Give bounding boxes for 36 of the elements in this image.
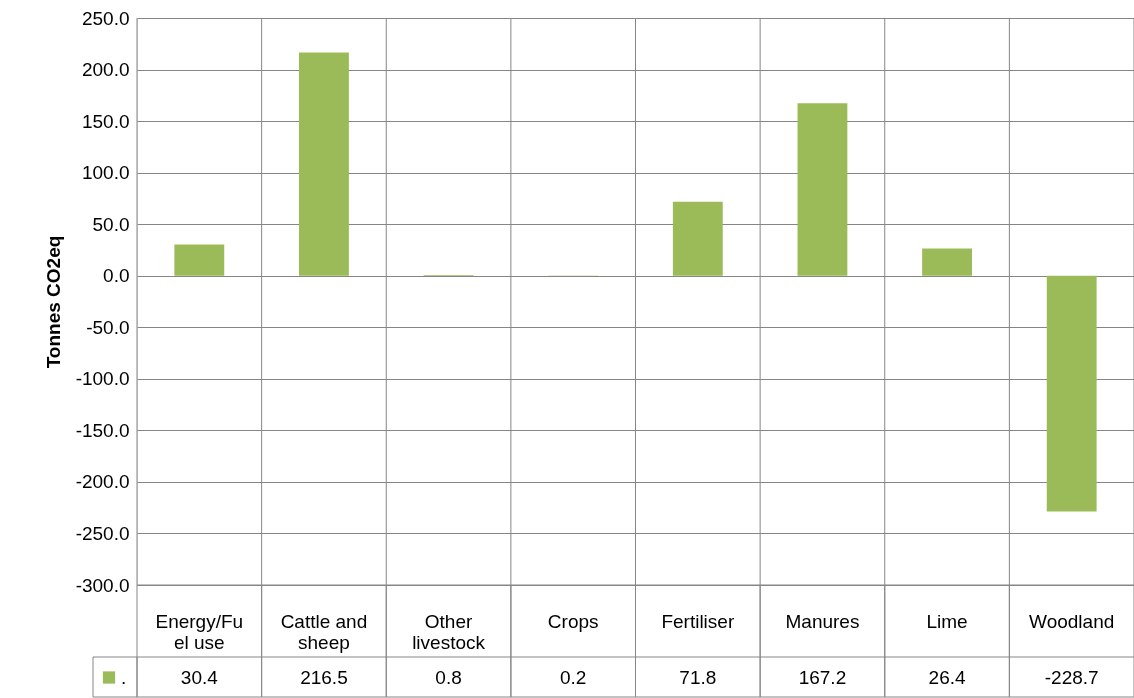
- y-tick-label: -250.0: [75, 522, 130, 544]
- bar: [797, 103, 848, 276]
- y-tick-label: -50.0: [86, 316, 130, 338]
- y-tick-label: 100.0: [81, 162, 130, 184]
- data-label: 0.2: [559, 666, 587, 688]
- data-label: 71.8: [679, 666, 717, 688]
- x-tick-label: Cattle and sheep: [280, 611, 368, 653]
- x-tick-label: Crops: [547, 611, 599, 632]
- data-label: 30.4: [180, 666, 219, 688]
- y-tick-label: 0.0: [103, 265, 130, 287]
- y-tick-label: 250.0: [81, 7, 130, 29]
- y-tick-label: 150.0: [81, 110, 130, 132]
- x-tick-label: Other livestock: [412, 611, 486, 653]
- x-tick-label: Manures: [785, 611, 860, 632]
- bar: [672, 201, 723, 276]
- bar: [299, 52, 349, 276]
- x-tick-label: Woodland: [1029, 611, 1115, 632]
- y-tick-label: -300.0: [75, 574, 130, 596]
- y-axis-title: Tonnes CO2eq: [42, 235, 64, 369]
- data-label: 26.4: [928, 666, 966, 688]
- y-tick-label: -200.0: [75, 471, 130, 493]
- y-tick-label: -150.0: [75, 419, 130, 441]
- x-tick-label: Fertiliser: [661, 611, 735, 632]
- data-label: 216.5: [300, 666, 348, 688]
- data-label: 0.8: [435, 666, 462, 688]
- bar: [174, 244, 225, 276]
- y-tick-label: -100.0: [75, 368, 130, 390]
- data-label: -228.7: [1044, 666, 1099, 688]
- x-tick-label: Energy/Fuel use: [155, 611, 244, 653]
- x-tick-label: Lime: [926, 611, 968, 632]
- y-tick-label: 50.0: [92, 213, 130, 235]
- bar: [922, 248, 972, 276]
- y-tick-label: 200.0: [81, 59, 130, 81]
- legend-label: .: [121, 666, 127, 688]
- bar: [1046, 275, 1097, 512]
- data-label: 167.2: [798, 666, 847, 688]
